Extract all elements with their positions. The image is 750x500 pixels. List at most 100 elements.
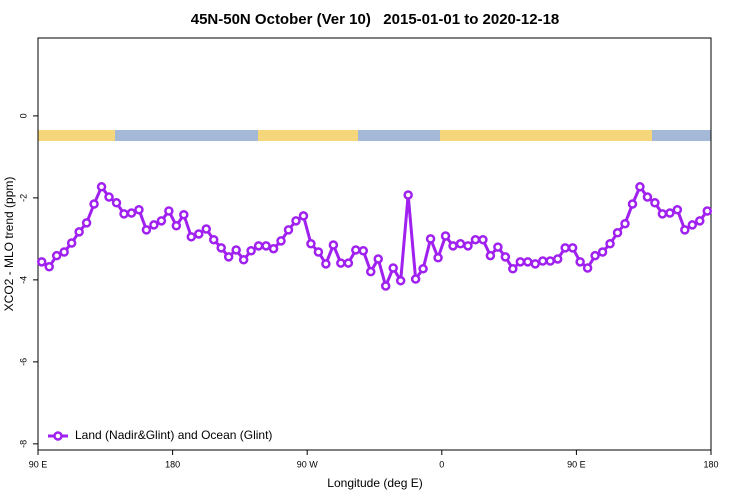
data-point (164, 206, 174, 216)
data-point (261, 241, 271, 251)
data-point (485, 250, 496, 261)
data-point (582, 263, 593, 273)
data-point (276, 236, 286, 246)
data-point (538, 256, 548, 266)
data-point (298, 211, 309, 221)
data-point (126, 208, 137, 218)
x-tick-label: 180 (703, 459, 718, 469)
y-tick-label: -8 (18, 440, 28, 448)
data-point (448, 241, 458, 251)
data-point (74, 227, 84, 237)
data-point (51, 250, 62, 261)
data-point (328, 240, 339, 250)
data-point (552, 254, 563, 264)
data-point (440, 231, 451, 241)
data-point (590, 250, 600, 261)
data-point (246, 246, 256, 256)
data-point (470, 234, 481, 245)
data-point (268, 243, 279, 254)
data-point (672, 205, 683, 215)
chart-title: 45N-50N October (Ver 10) 2015-01-01 to 2… (191, 11, 560, 28)
data-point (702, 206, 713, 216)
data-point (231, 245, 241, 255)
x-tick-label: 90 W (297, 459, 319, 469)
data-point (463, 241, 473, 251)
data-point (410, 274, 421, 284)
data-point (687, 220, 698, 230)
legend-label: Land (Nadir&Glint) and Ocean (Glint) (75, 428, 272, 442)
data-point (111, 198, 122, 208)
data-point (500, 252, 511, 262)
data-point (695, 216, 705, 226)
data-point (141, 225, 152, 235)
data-point (403, 190, 413, 200)
data-point (358, 246, 369, 256)
data-point (253, 241, 264, 251)
data-point (291, 216, 301, 226)
data-point (119, 209, 129, 219)
data-point (104, 192, 114, 202)
ocean-band (38, 130, 711, 141)
y-tick-label: -4 (18, 276, 28, 284)
x-axis-label: Longitude (deg E) (327, 476, 422, 490)
x-tick-label: 90 E (567, 459, 586, 469)
data-point (343, 258, 354, 268)
data-point (321, 259, 331, 269)
data-point (366, 266, 376, 277)
data-point (156, 216, 167, 226)
data-point (179, 209, 189, 220)
y-axis-label: XCO2 - MLO trend (ppm) (2, 177, 16, 312)
data-point (194, 229, 204, 239)
data-point (313, 247, 324, 257)
data-point (380, 281, 391, 291)
data-point (642, 192, 653, 202)
data-point (627, 199, 638, 209)
data-point (650, 198, 660, 208)
legend-swatch-marker (53, 431, 63, 441)
data-point (306, 239, 316, 249)
data-point (149, 220, 159, 230)
data-point (351, 245, 361, 255)
data-point (680, 225, 690, 235)
plot-frame (37, 37, 712, 451)
data-point (186, 232, 197, 242)
data-point (238, 255, 249, 265)
x-tick-label: 0 (439, 459, 444, 469)
x-tick-label: 180 (165, 459, 180, 469)
data-point (605, 239, 615, 249)
data-point (635, 182, 645, 192)
y-tick-label: 0 (18, 113, 28, 118)
data-point (283, 225, 294, 235)
data-point (171, 221, 182, 231)
data-point (620, 218, 630, 229)
y-tick-label: -6 (18, 358, 28, 366)
data-point (612, 227, 623, 238)
data-point (567, 243, 578, 253)
x-tick-label: 90 E (29, 459, 48, 469)
data-point (515, 257, 526, 267)
land-band (440, 130, 652, 141)
data-point (493, 242, 503, 252)
data-point (530, 259, 541, 269)
data-point (223, 252, 234, 262)
data-point (216, 243, 226, 253)
data-point (560, 243, 570, 253)
data-point (388, 263, 398, 273)
data-point (597, 247, 608, 257)
data-point (81, 218, 92, 228)
data-point (395, 275, 406, 286)
data-point (523, 257, 533, 267)
data-point (455, 239, 466, 249)
data-point (665, 208, 675, 218)
data-point (418, 264, 428, 274)
data-point (657, 209, 668, 219)
data-point (89, 199, 99, 209)
data-point (433, 252, 443, 263)
land-ocean-strip (38, 130, 711, 141)
data-point (44, 262, 54, 272)
land-band (38, 130, 115, 141)
land-band (258, 130, 358, 141)
data-point (508, 264, 518, 274)
data-point (201, 224, 211, 234)
